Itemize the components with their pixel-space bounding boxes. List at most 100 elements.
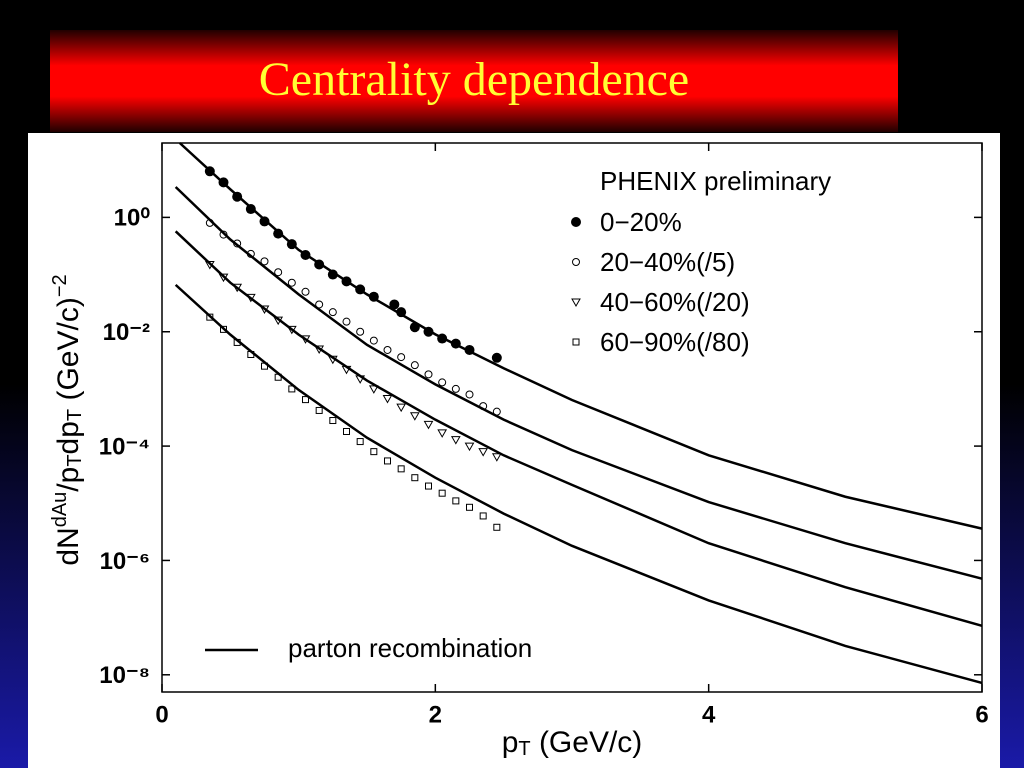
point <box>396 403 407 413</box>
point <box>329 417 337 425</box>
point <box>410 361 419 370</box>
point <box>572 338 580 346</box>
point <box>478 448 489 457</box>
point <box>288 385 296 393</box>
label-part: T <box>518 738 530 760</box>
point <box>451 384 460 393</box>
slide-title: Centrality dependence <box>259 53 689 106</box>
point <box>572 258 580 266</box>
point <box>368 291 379 302</box>
point <box>464 442 475 452</box>
point <box>396 307 407 318</box>
point <box>370 448 378 456</box>
point <box>341 276 352 287</box>
point <box>300 249 311 260</box>
point <box>437 333 448 344</box>
point <box>450 338 461 349</box>
point <box>383 345 392 354</box>
x-axis-label: pT (GeV/c) <box>502 726 643 760</box>
point <box>328 308 337 317</box>
point <box>245 293 256 303</box>
point <box>491 352 502 363</box>
label-part: dAu <box>49 492 71 528</box>
point <box>247 350 255 358</box>
point <box>466 503 473 511</box>
point <box>259 305 270 314</box>
y-axis-label: dNdAu/pTdpT (GeV/c)−2 <box>49 274 86 565</box>
point <box>274 268 283 277</box>
point <box>218 273 229 283</box>
point <box>314 259 325 270</box>
point <box>438 489 446 497</box>
point <box>341 365 352 375</box>
label-part: T <box>64 409 86 421</box>
point <box>423 326 434 337</box>
point <box>356 438 364 446</box>
point <box>423 420 434 430</box>
point <box>314 345 325 354</box>
model-curve <box>174 283 983 685</box>
point <box>409 322 420 333</box>
point <box>571 217 581 227</box>
point <box>465 390 474 399</box>
y-tick-label: 10⁻⁴ <box>99 433 150 460</box>
point <box>232 283 243 293</box>
point <box>411 474 419 482</box>
point <box>437 429 448 438</box>
point <box>382 394 393 404</box>
point <box>491 453 502 462</box>
point <box>301 287 310 296</box>
x-tick-label: 6 <box>975 701 988 728</box>
point <box>205 218 214 227</box>
plot-panel <box>28 133 1000 768</box>
y-tick-label: 10⁻⁸ <box>99 662 150 689</box>
point <box>355 375 366 384</box>
point <box>259 216 270 227</box>
point <box>571 298 581 308</box>
legend-label: 20−40%(/5) <box>600 247 735 277</box>
point <box>286 325 297 335</box>
point <box>409 412 420 421</box>
label-part: dp <box>52 421 85 454</box>
legend-label: 60−90%(/80) <box>600 327 750 357</box>
point <box>424 370 433 379</box>
point <box>425 482 432 490</box>
y-tick-label: 10⁻² <box>103 319 150 346</box>
point <box>204 166 215 177</box>
label-part: (GeV/c) <box>531 726 643 759</box>
point <box>492 407 501 416</box>
point <box>452 497 460 505</box>
title-banner <box>50 30 898 132</box>
point <box>300 335 311 344</box>
point <box>397 353 406 362</box>
point <box>204 260 215 270</box>
point <box>342 317 351 326</box>
point <box>245 204 256 215</box>
x-tick-label: 4 <box>702 701 716 728</box>
point <box>493 523 501 531</box>
point <box>219 230 228 239</box>
x-tick-label: 2 <box>429 701 442 728</box>
legend-title: PHENIX preliminary <box>600 166 831 196</box>
point <box>246 249 255 258</box>
point <box>232 191 243 202</box>
point <box>273 316 284 326</box>
point <box>315 300 324 309</box>
point <box>368 385 379 394</box>
point <box>287 278 296 287</box>
plot-frame <box>161 142 983 693</box>
point <box>315 406 323 414</box>
point <box>389 299 400 310</box>
model-curve <box>174 230 983 627</box>
legend-label: parton recombination <box>288 633 532 663</box>
point <box>355 284 366 295</box>
point <box>327 269 338 280</box>
point <box>261 362 268 370</box>
label-part: (GeV/c) <box>52 297 85 409</box>
x-tick-label: 0 <box>155 701 168 728</box>
label-part: /p <box>52 467 85 492</box>
legend-label: 40−60%(/20) <box>600 287 750 317</box>
point <box>233 239 242 248</box>
point <box>274 373 282 381</box>
